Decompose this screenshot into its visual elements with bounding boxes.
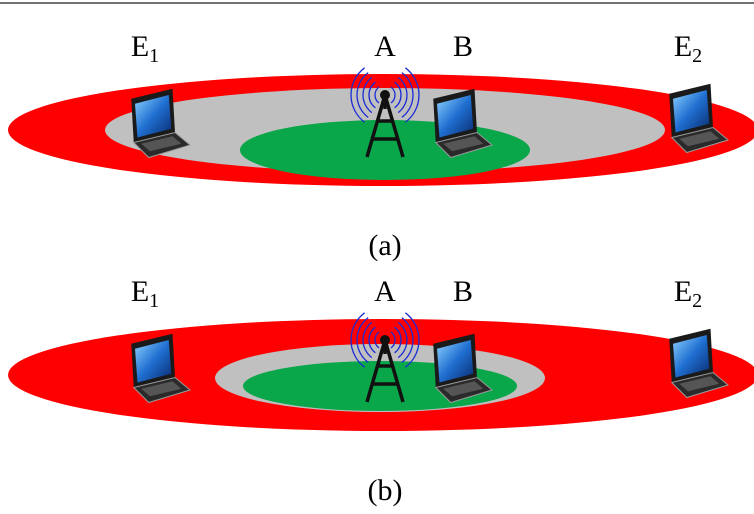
caption: (a): [368, 229, 401, 262]
label-text: E: [131, 30, 149, 63]
label-text: E: [131, 275, 149, 308]
label-text: E: [674, 275, 692, 308]
tower-top: [380, 335, 390, 345]
label-subscript: 1: [149, 290, 159, 312]
label-subscript: 2: [692, 45, 702, 67]
inner-region: [240, 120, 530, 180]
label-text: B: [453, 30, 473, 63]
node-label: A: [374, 275, 396, 308]
label-text: A: [374, 275, 396, 308]
node-label: E2: [674, 30, 702, 67]
label-subscript: 1: [149, 45, 159, 67]
node-label: A: [374, 30, 396, 63]
diagram: E1ABE2(a)E1ABE2(b): [0, 0, 754, 514]
node-label: B: [453, 30, 473, 63]
node-label: B: [453, 275, 473, 308]
label-text: A: [374, 30, 396, 63]
label-text: B: [453, 275, 473, 308]
label-text: E: [674, 30, 692, 63]
node-label: E2: [674, 275, 702, 312]
node-label: E1: [131, 30, 159, 67]
tower-top: [380, 90, 390, 100]
label-subscript: 2: [692, 290, 702, 312]
node-label: E1: [131, 275, 159, 312]
caption: (b): [368, 474, 403, 507]
